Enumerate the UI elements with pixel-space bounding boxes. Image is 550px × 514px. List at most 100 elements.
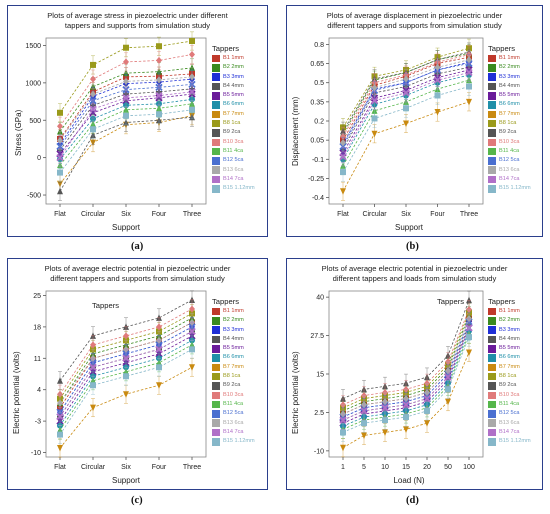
- series-15: [57, 339, 195, 444]
- series-7: [340, 92, 472, 201]
- legend-item: B7 7mm: [212, 363, 255, 372]
- data-point: [156, 56, 162, 64]
- data-point: [90, 404, 96, 412]
- legend-swatch: [212, 400, 220, 409]
- series-line: [59, 91, 193, 158]
- legend-swatch: [212, 345, 220, 353]
- y-tick-label: 18: [33, 324, 41, 331]
- legend-swatch: [212, 372, 220, 381]
- legend-label: B11 4ca: [499, 147, 520, 154]
- y-tick-label: 25: [33, 293, 41, 300]
- data-point: [445, 398, 451, 406]
- legend-label: B3 3mm: [223, 326, 244, 333]
- legend-swatch: [212, 82, 220, 91]
- legend-item: B10 3ca: [488, 138, 531, 147]
- legend-swatch: [212, 438, 220, 446]
- potential-support-plot: -10 -3 4 11 18 25 Flat Circular Six Four Three: [31, 290, 207, 471]
- legend-item: B2 2mm: [212, 63, 255, 72]
- legend-swatch: [212, 335, 220, 344]
- data-point: [90, 90, 96, 98]
- data-point: [57, 187, 63, 195]
- legend-swatch: [488, 64, 496, 72]
- caption-a: (a): [131, 241, 144, 252]
- legend-item: B2 2mm: [488, 316, 531, 325]
- legend-item: B11 4ca: [212, 147, 255, 156]
- data-point: [90, 382, 96, 389]
- data-point: [57, 136, 63, 144]
- x-tick-label: 5: [362, 464, 366, 471]
- legend-label: B15 1.12mm: [499, 438, 531, 445]
- series-line: [59, 73, 193, 140]
- legend-swatch: [212, 129, 220, 137]
- data-point: [466, 83, 472, 90]
- x-tick-label: Six: [121, 464, 131, 471]
- data-point: [424, 407, 430, 414]
- legend-item: B4 4mm: [212, 335, 255, 344]
- legend-swatch: [488, 428, 496, 437]
- legend-swatch: [488, 92, 496, 100]
- legend-label: B12 5ca: [223, 410, 244, 417]
- data-point: [340, 188, 346, 195]
- legend-swatch: [488, 363, 496, 372]
- legend-label: B9 2ca: [223, 129, 241, 136]
- data-point: [156, 43, 162, 50]
- legend-swatch: [488, 326, 496, 334]
- legend-label: B10 3ca: [499, 138, 520, 145]
- legend-item: B6 6mm: [212, 100, 255, 109]
- legend-swatch: [212, 110, 220, 119]
- legend-swatch: [488, 382, 496, 390]
- legend-label: B5 5mm: [499, 345, 520, 352]
- x-tick-label: Flat: [54, 211, 66, 218]
- legend-label: B15 1.12mm: [499, 185, 531, 192]
- legend-item: B10 3ca: [488, 391, 531, 400]
- legend-item: B6 6mm: [212, 353, 255, 362]
- legend: Tappers B1 1mm B2 2mm B3 3mm B4 4mm B5 5mm B6…: [488, 44, 531, 193]
- data-point: [433, 76, 442, 84]
- x-tick-label: Six: [121, 211, 131, 218]
- data-point: [156, 382, 162, 389]
- legend-swatch: [212, 175, 220, 184]
- legend-label: B2 2mm: [223, 64, 244, 71]
- legend-label: B4 4mm: [223, 335, 244, 342]
- legend-label: B14 7ca: [499, 428, 520, 435]
- series-line: [59, 103, 193, 166]
- x-tick-label: 15: [402, 464, 410, 471]
- legend-item: B4 4mm: [212, 82, 255, 91]
- series-10: [57, 45, 195, 136]
- legend-item: B9 2ca: [212, 381, 255, 390]
- legend-swatch: [488, 354, 496, 362]
- series-line: [59, 339, 193, 426]
- x-tick-label: Flat: [337, 211, 349, 218]
- data-point: [465, 68, 473, 77]
- legend-swatch: [488, 345, 496, 353]
- x-tick-label: Four: [152, 464, 167, 471]
- legend-swatch: [212, 391, 220, 400]
- y-tick-label: 0.8: [314, 42, 324, 49]
- data-point: [57, 109, 63, 116]
- data-point: [123, 332, 129, 340]
- legend-item: B15 1.12mm: [488, 437, 531, 446]
- legend-item: B6 6mm: [488, 100, 531, 109]
- data-point: [57, 399, 63, 407]
- y-tick-label: 27.5: [310, 333, 324, 340]
- data-point: [424, 420, 430, 427]
- data-point: [123, 112, 129, 119]
- data-point: [370, 96, 379, 105]
- series-line: [59, 115, 193, 185]
- data-point: [189, 346, 195, 353]
- data-point: [89, 363, 97, 371]
- x-axis-label: Support: [111, 476, 141, 485]
- chart-title: Plots of average displacement in piezoel…: [326, 11, 503, 30]
- legend-label: B15 1.12mm: [223, 438, 255, 445]
- y-axis-label: Electric potential (volts): [12, 351, 21, 434]
- legend-label: B1 1mm: [499, 55, 520, 61]
- data-point: [403, 105, 409, 112]
- legend-label: B8 1ca: [499, 373, 517, 380]
- series-15: [340, 77, 472, 182]
- legend-item: B14 7ca: [212, 428, 255, 437]
- legend-swatch: [488, 335, 496, 344]
- x-tick-label: Flat: [54, 464, 66, 471]
- series-line: [59, 317, 193, 404]
- legend-swatch: [488, 317, 496, 325]
- series-line: [59, 313, 193, 399]
